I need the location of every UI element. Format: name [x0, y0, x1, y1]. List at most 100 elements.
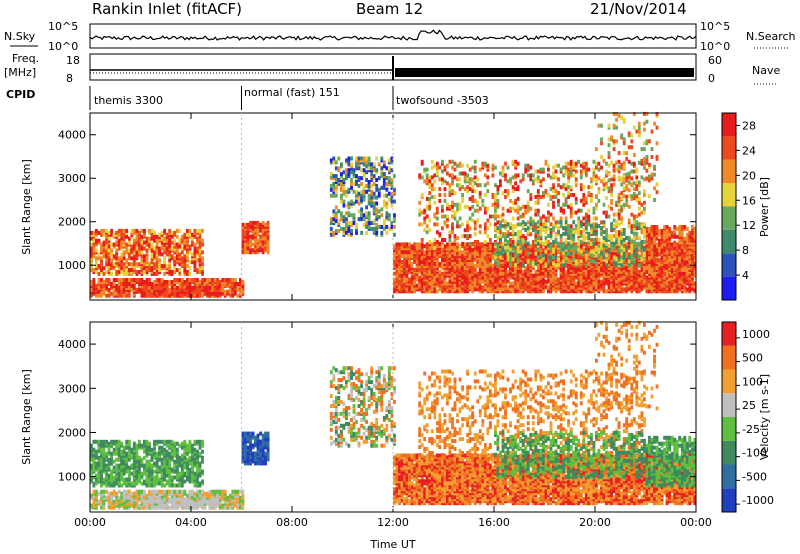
echo-cell: [552, 195, 555, 199]
echo-cell: [463, 283, 467, 288]
echo-cell: [132, 278, 136, 282]
echo-cell: [529, 177, 533, 182]
echo-cell: [375, 217, 379, 222]
echo-cell: [554, 252, 558, 257]
echo-cell: [597, 187, 601, 192]
echo-cell: [239, 289, 242, 294]
echo-cell: [476, 252, 480, 257]
echo-cell: [110, 248, 114, 253]
echo-cell: [163, 271, 167, 276]
echo-cell: [183, 240, 187, 245]
echo-cell: [529, 232, 533, 237]
echo-cell: [453, 167, 457, 172]
echo-cell: [491, 263, 495, 268]
echo-cell: [542, 214, 545, 219]
echo-cell: [494, 196, 497, 201]
echo-cell: [572, 285, 576, 290]
echo-cell: [390, 221, 394, 226]
echo-cell: [473, 208, 477, 213]
echo-cell: [125, 228, 129, 233]
echo-cell: [617, 283, 621, 288]
echo-cell: [524, 243, 528, 248]
echo-cell: [400, 260, 404, 264]
echo-cell: [357, 191, 361, 196]
echo-cell: [261, 232, 265, 237]
echo-cell: [499, 226, 502, 231]
echo-cell: [567, 195, 571, 199]
echo-cell: [504, 271, 507, 276]
echo-cell: [334, 166, 338, 171]
echo-cell: [191, 240, 194, 245]
echo-cell: [597, 242, 601, 247]
echo-cell: [403, 285, 406, 290]
echo-cell: [547, 285, 550, 290]
echo-cell: [211, 291, 215, 296]
echo-cell: [582, 161, 586, 166]
echo-cell: [423, 167, 427, 172]
echo-cell: [582, 275, 586, 280]
echo-cell: [554, 275, 558, 280]
echo-cell: [423, 273, 427, 278]
echo-cell: [90, 280, 93, 284]
echo-cell: [463, 234, 467, 239]
echo-cell: [332, 217, 336, 222]
echo-cell: [531, 224, 535, 229]
echo-cell: [143, 246, 146, 251]
echo-cell: [529, 193, 533, 197]
echo-cell: [355, 223, 358, 227]
echo-cell: [95, 228, 98, 233]
echo-cell: [524, 265, 528, 270]
echo-cell: [362, 172, 366, 177]
echo-cell: [395, 252, 399, 257]
echo-cell: [582, 202, 586, 207]
echo-cell: [516, 204, 520, 209]
echo-cell: [155, 264, 159, 269]
echo-cell: [547, 275, 550, 280]
echo-cell: [188, 260, 192, 265]
echo-cell: [385, 205, 389, 210]
echo-cell: [438, 275, 442, 280]
echo-cell: [180, 260, 184, 265]
echo-cell: [107, 260, 111, 265]
echo-cell: [334, 178, 338, 182]
echo-cell: [531, 252, 535, 257]
nsearch-tick-bottom: 10^0: [700, 40, 730, 53]
echo-cell: [441, 289, 444, 294]
echo-cell: [448, 242, 452, 247]
echo-cell: [244, 250, 247, 255]
echo-cell: [473, 189, 477, 194]
echo-cell: [478, 252, 482, 257]
echo-cell: [380, 213, 384, 218]
echo-cell: [340, 187, 343, 192]
echo-cell: [100, 228, 103, 233]
echo-cell: [531, 240, 535, 244]
echo-cell: [600, 283, 603, 288]
echo-cell: [463, 289, 467, 294]
echo-cell: [241, 280, 245, 284]
echo-cell: [393, 256, 396, 261]
echo-cell: [405, 260, 409, 264]
echo-cell: [602, 252, 606, 257]
echo-cell: [438, 177, 442, 182]
echo-cell: [175, 234, 179, 239]
echo-cell: [367, 221, 371, 226]
echo-cell: [334, 215, 338, 220]
echo-cell: [415, 254, 419, 259]
echo-cell: [138, 262, 141, 267]
echo-cell: [372, 201, 376, 206]
echo-cell: [483, 193, 487, 197]
echo-cell: [519, 283, 523, 288]
echo-cell: [531, 173, 535, 178]
echo-cell: [511, 200, 515, 205]
echo-cell: [506, 208, 510, 213]
echo-cell: [595, 165, 598, 170]
echo-cell: [342, 215, 346, 220]
echo-cell: [605, 185, 608, 190]
nave-tick-top: 60: [708, 54, 722, 67]
echo-cell: [534, 208, 538, 213]
beam-title: Beam 12: [356, 0, 423, 18]
echo-cell: [511, 216, 515, 221]
echo-cell: [501, 165, 505, 170]
echo-cell: [579, 175, 583, 180]
echo-cell: [435, 222, 439, 227]
